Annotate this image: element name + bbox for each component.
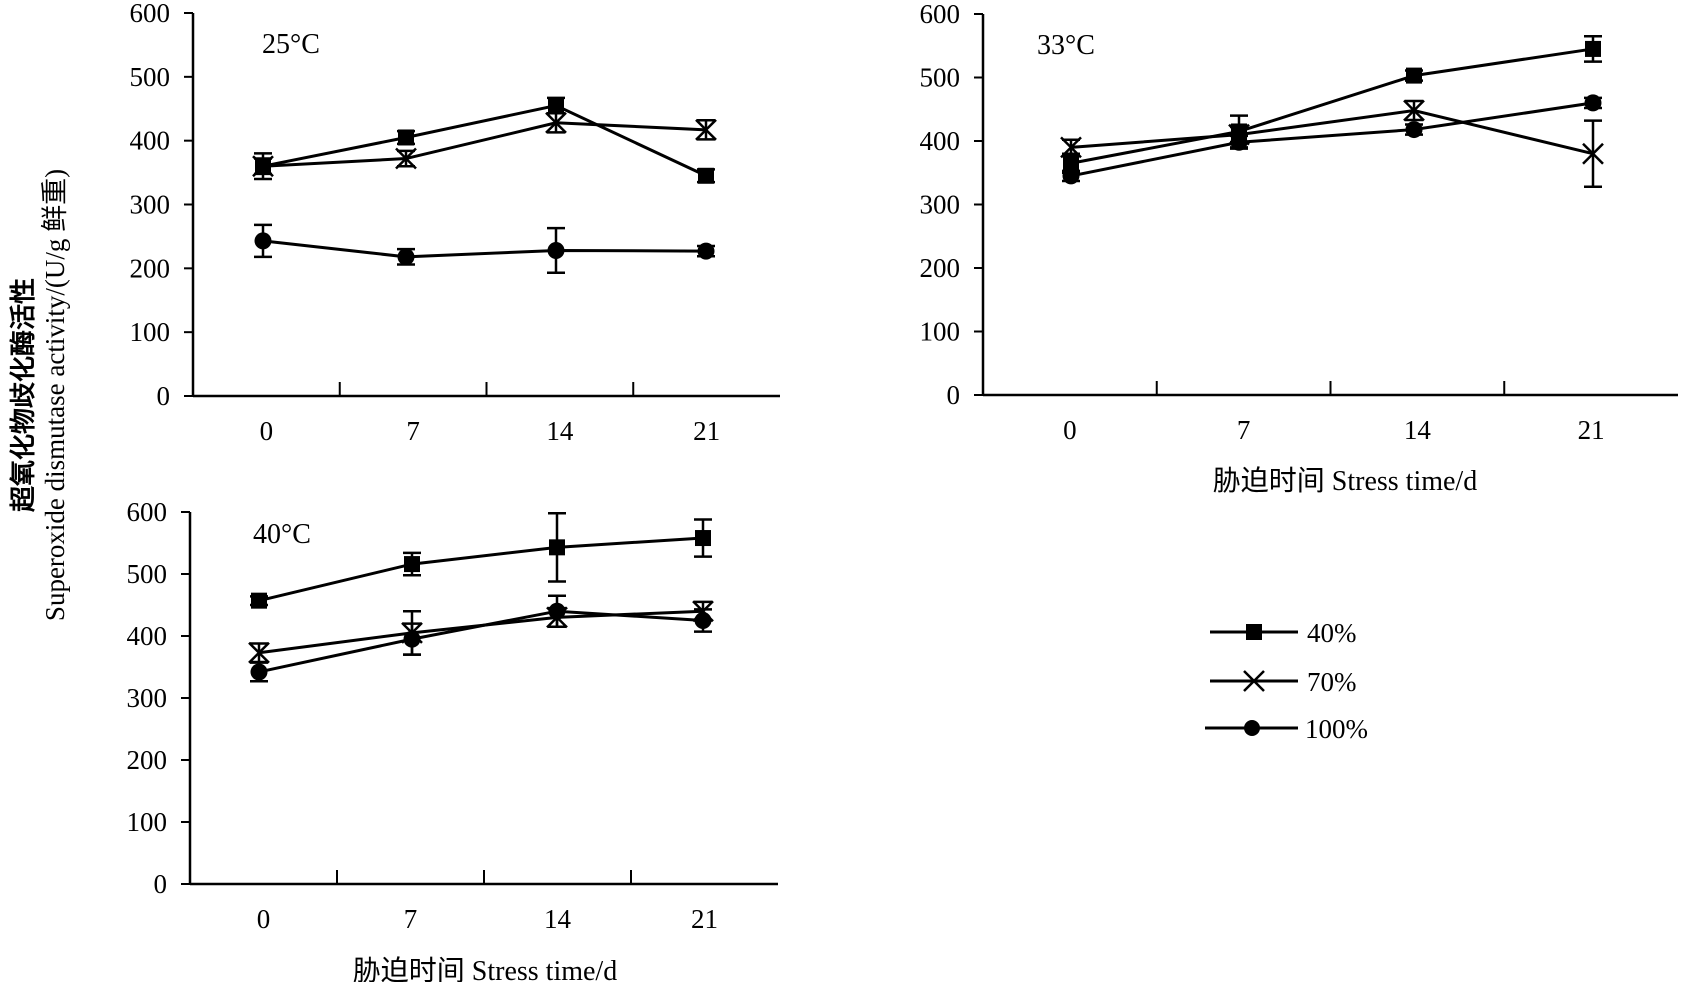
- x-tick-label: 14: [1404, 415, 1432, 445]
- x-tick-label: 14: [546, 416, 574, 446]
- series-40-line: [262, 103, 707, 178]
- y-tick-label: 0: [947, 380, 961, 410]
- y-tick-label: 500: [920, 63, 961, 93]
- series-100-line: [258, 609, 704, 674]
- y-tick-label: 400: [127, 621, 168, 651]
- legend-label-40: 40%: [1307, 618, 1357, 648]
- series-100-point: [694, 612, 712, 629]
- legend-item-70: 70%: [1210, 667, 1357, 697]
- x-tick-label: 21: [1578, 415, 1605, 445]
- series-40-point: [1063, 155, 1079, 172]
- panel-title: 25°C: [262, 29, 320, 60]
- x-axis-title-33c: 胁迫时间 Stress time/d: [1213, 465, 1477, 497]
- series-70-point: [695, 118, 717, 141]
- series-70-point: [545, 111, 567, 134]
- y-tick-label: 100: [920, 317, 961, 347]
- y-tick-label: 300: [920, 190, 961, 220]
- series-100-point: [250, 663, 268, 681]
- series-100-point: [547, 241, 565, 259]
- series-70-point: [1060, 136, 1082, 159]
- legend-label-100: 100%: [1305, 714, 1368, 744]
- y-tick-label: 500: [127, 559, 168, 589]
- series-40-point: [1406, 67, 1422, 84]
- legend-item-40: 40%: [1210, 618, 1357, 648]
- y-tick-label: 200: [920, 253, 961, 283]
- series-70-line: [1070, 108, 1594, 156]
- y-tick-label: 0: [157, 381, 171, 411]
- series-70-point: [395, 147, 417, 170]
- x-tick-label: 21: [691, 904, 718, 934]
- circle-marker-icon: [1244, 720, 1260, 736]
- x-tick-label: 0: [1063, 415, 1077, 445]
- series-40-line: [1070, 47, 1594, 165]
- y-tick-label: 100: [127, 807, 168, 837]
- series-100-point: [548, 602, 566, 620]
- series-100-point: [403, 630, 421, 648]
- series-100-point: [697, 242, 715, 260]
- y-tick-label: 400: [920, 126, 961, 156]
- y-tick-label: 300: [130, 190, 171, 220]
- y-tick-label: 200: [130, 253, 171, 283]
- square-marker-icon: [1246, 624, 1262, 640]
- legend: 40% 70% 100%: [1205, 618, 1368, 744]
- series-70-point: [1582, 142, 1604, 165]
- series-100-point: [254, 232, 272, 250]
- series-100-point: [397, 248, 415, 266]
- y-tick-label: 0: [154, 869, 168, 899]
- x-axis-title-40c: 胁迫时间 Stress time/d: [353, 955, 617, 982]
- x-tick-label: 7: [404, 904, 418, 934]
- legend-label-70: 70%: [1307, 667, 1357, 697]
- panel-40c: 0 100 200 300 400 500 600 0 7 14 21 40°C: [127, 497, 778, 934]
- y-tick-label: 500: [130, 62, 171, 92]
- series-40-point: [251, 592, 267, 609]
- panel-25c: 0 100 200 300 400 500 600 0 7 14 21 25°C: [130, 0, 780, 446]
- panel-title: 40°C: [253, 519, 311, 550]
- series-100-point: [1230, 133, 1248, 151]
- panel-33c: 0 100 200 300 400 500 600 0 7 14 21 33°C: [920, 0, 1678, 445]
- series-40-point: [398, 129, 414, 146]
- x-tick-label: 0: [257, 904, 271, 934]
- y-tick-label: 200: [127, 745, 168, 775]
- y-tick-label: 600: [920, 0, 961, 29]
- y-axis-title-en: Superoxide dismutase activity/(U/g 鲜重): [40, 169, 70, 621]
- panel-title: 33°C: [1037, 30, 1095, 61]
- series-40-point: [695, 530, 711, 547]
- series-40-point: [1585, 40, 1601, 57]
- series-100-line: [262, 239, 707, 259]
- x-tick-label: 7: [1237, 415, 1251, 445]
- series-100-point: [1405, 121, 1423, 139]
- series-100-line: [1070, 101, 1594, 178]
- x-tick-label: 7: [406, 416, 420, 446]
- series-70-point: [1403, 99, 1425, 122]
- series-100-point: [1584, 94, 1602, 112]
- y-tick-label: 100: [130, 317, 171, 347]
- series-70-point: [252, 155, 274, 178]
- y-tick-label: 300: [127, 683, 168, 713]
- x-tick-label: 0: [260, 416, 274, 446]
- y-axis-title: 超氧化物歧化酶活性 Superoxide dismutase activity/…: [9, 169, 70, 621]
- series-40-point: [548, 97, 564, 114]
- series-40-point: [404, 556, 420, 573]
- series-40-point: [698, 167, 714, 184]
- x-tick-label: 21: [693, 416, 720, 446]
- y-tick-label: 400: [130, 126, 171, 156]
- legend-item-100: 100%: [1205, 714, 1368, 744]
- series-40-line: [258, 536, 704, 603]
- y-tick-label: 600: [127, 497, 168, 527]
- cross-marker-icon: [1243, 670, 1265, 692]
- series-40-point: [549, 539, 565, 556]
- y-axis-title-cn: 超氧化物歧化酶活性: [9, 278, 38, 512]
- series-100-point: [1062, 167, 1080, 185]
- y-tick-label: 600: [130, 0, 171, 28]
- x-tick-label: 14: [544, 904, 572, 934]
- series-70-line: [262, 121, 707, 168]
- series-70-point: [248, 641, 270, 664]
